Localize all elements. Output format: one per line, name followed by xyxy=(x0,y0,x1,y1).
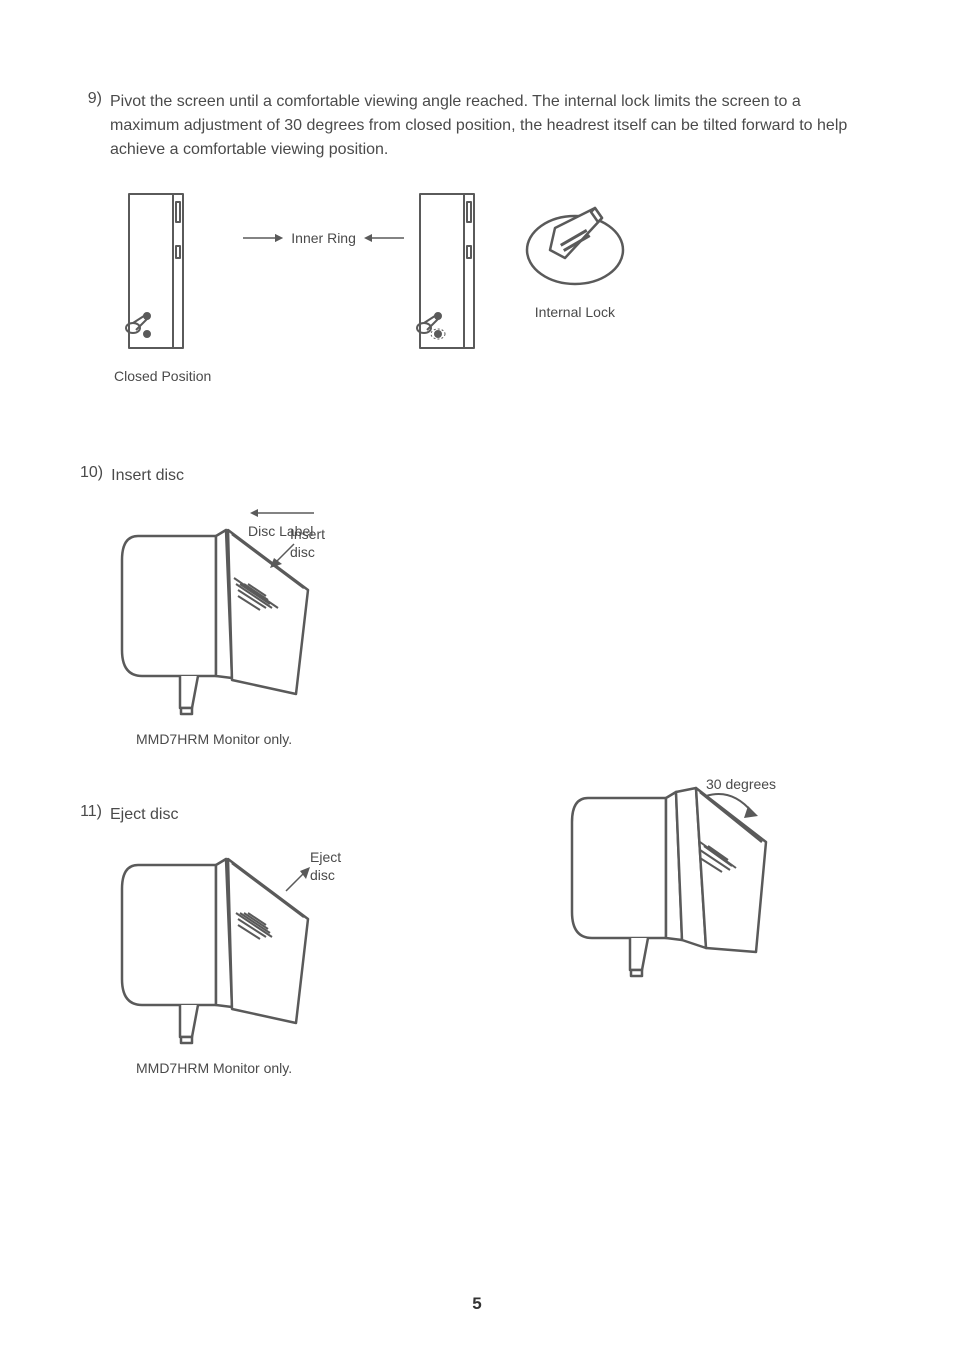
step11-figure: Eject disc xyxy=(118,847,874,1076)
arrow-diag-icon xyxy=(268,540,298,570)
inner-ring-label-group: Inner Ring xyxy=(241,230,406,246)
step10-figure: Disc Label Insert disc xyxy=(118,508,874,747)
monitor-only-note-2: MMD7HRM Monitor only. xyxy=(136,1060,874,1076)
internal-lock-label: Internal Lock xyxy=(535,304,615,320)
arrow-left-icon xyxy=(248,507,318,519)
step-text: Pivot the screen until a comfortable vie… xyxy=(110,90,874,162)
inner-ring-label: Inner Ring xyxy=(291,230,356,246)
thirty-deg-label: 30 degrees xyxy=(706,776,776,792)
monitor-closed-icon xyxy=(121,190,201,360)
arrow-right-icon xyxy=(241,232,285,244)
insert-disc-group: Insert disc xyxy=(290,526,338,562)
step-number: 9) xyxy=(80,90,110,108)
step-number: 10) xyxy=(80,464,111,482)
caption-closed: Closed Position xyxy=(114,368,211,384)
monitor-closed-icon-2 xyxy=(412,190,492,360)
figure-monitor-2 xyxy=(412,190,492,360)
eject-disc-group: Eject disc xyxy=(310,849,341,885)
step-10: 10) Insert disc xyxy=(80,464,874,488)
step-text: Insert disc xyxy=(111,464,874,488)
step-number: 11) xyxy=(80,803,110,821)
arrow-diag-out-icon xyxy=(282,865,312,895)
page-number: 5 xyxy=(472,1294,481,1314)
arrow-left-icon xyxy=(362,232,406,244)
monitor-only-note: MMD7HRM Monitor only. xyxy=(136,731,874,747)
internal-lock-icon xyxy=(520,200,630,300)
step-9: 9) Pivot the screen until a comfortable … xyxy=(80,90,874,162)
internal-lock-group: Internal Lock xyxy=(520,200,630,320)
figure-closed: Closed Position xyxy=(110,190,211,384)
step9-figures: Closed Position Inner Ring xyxy=(110,190,874,384)
eject-disc-label: Eject disc xyxy=(310,849,341,883)
